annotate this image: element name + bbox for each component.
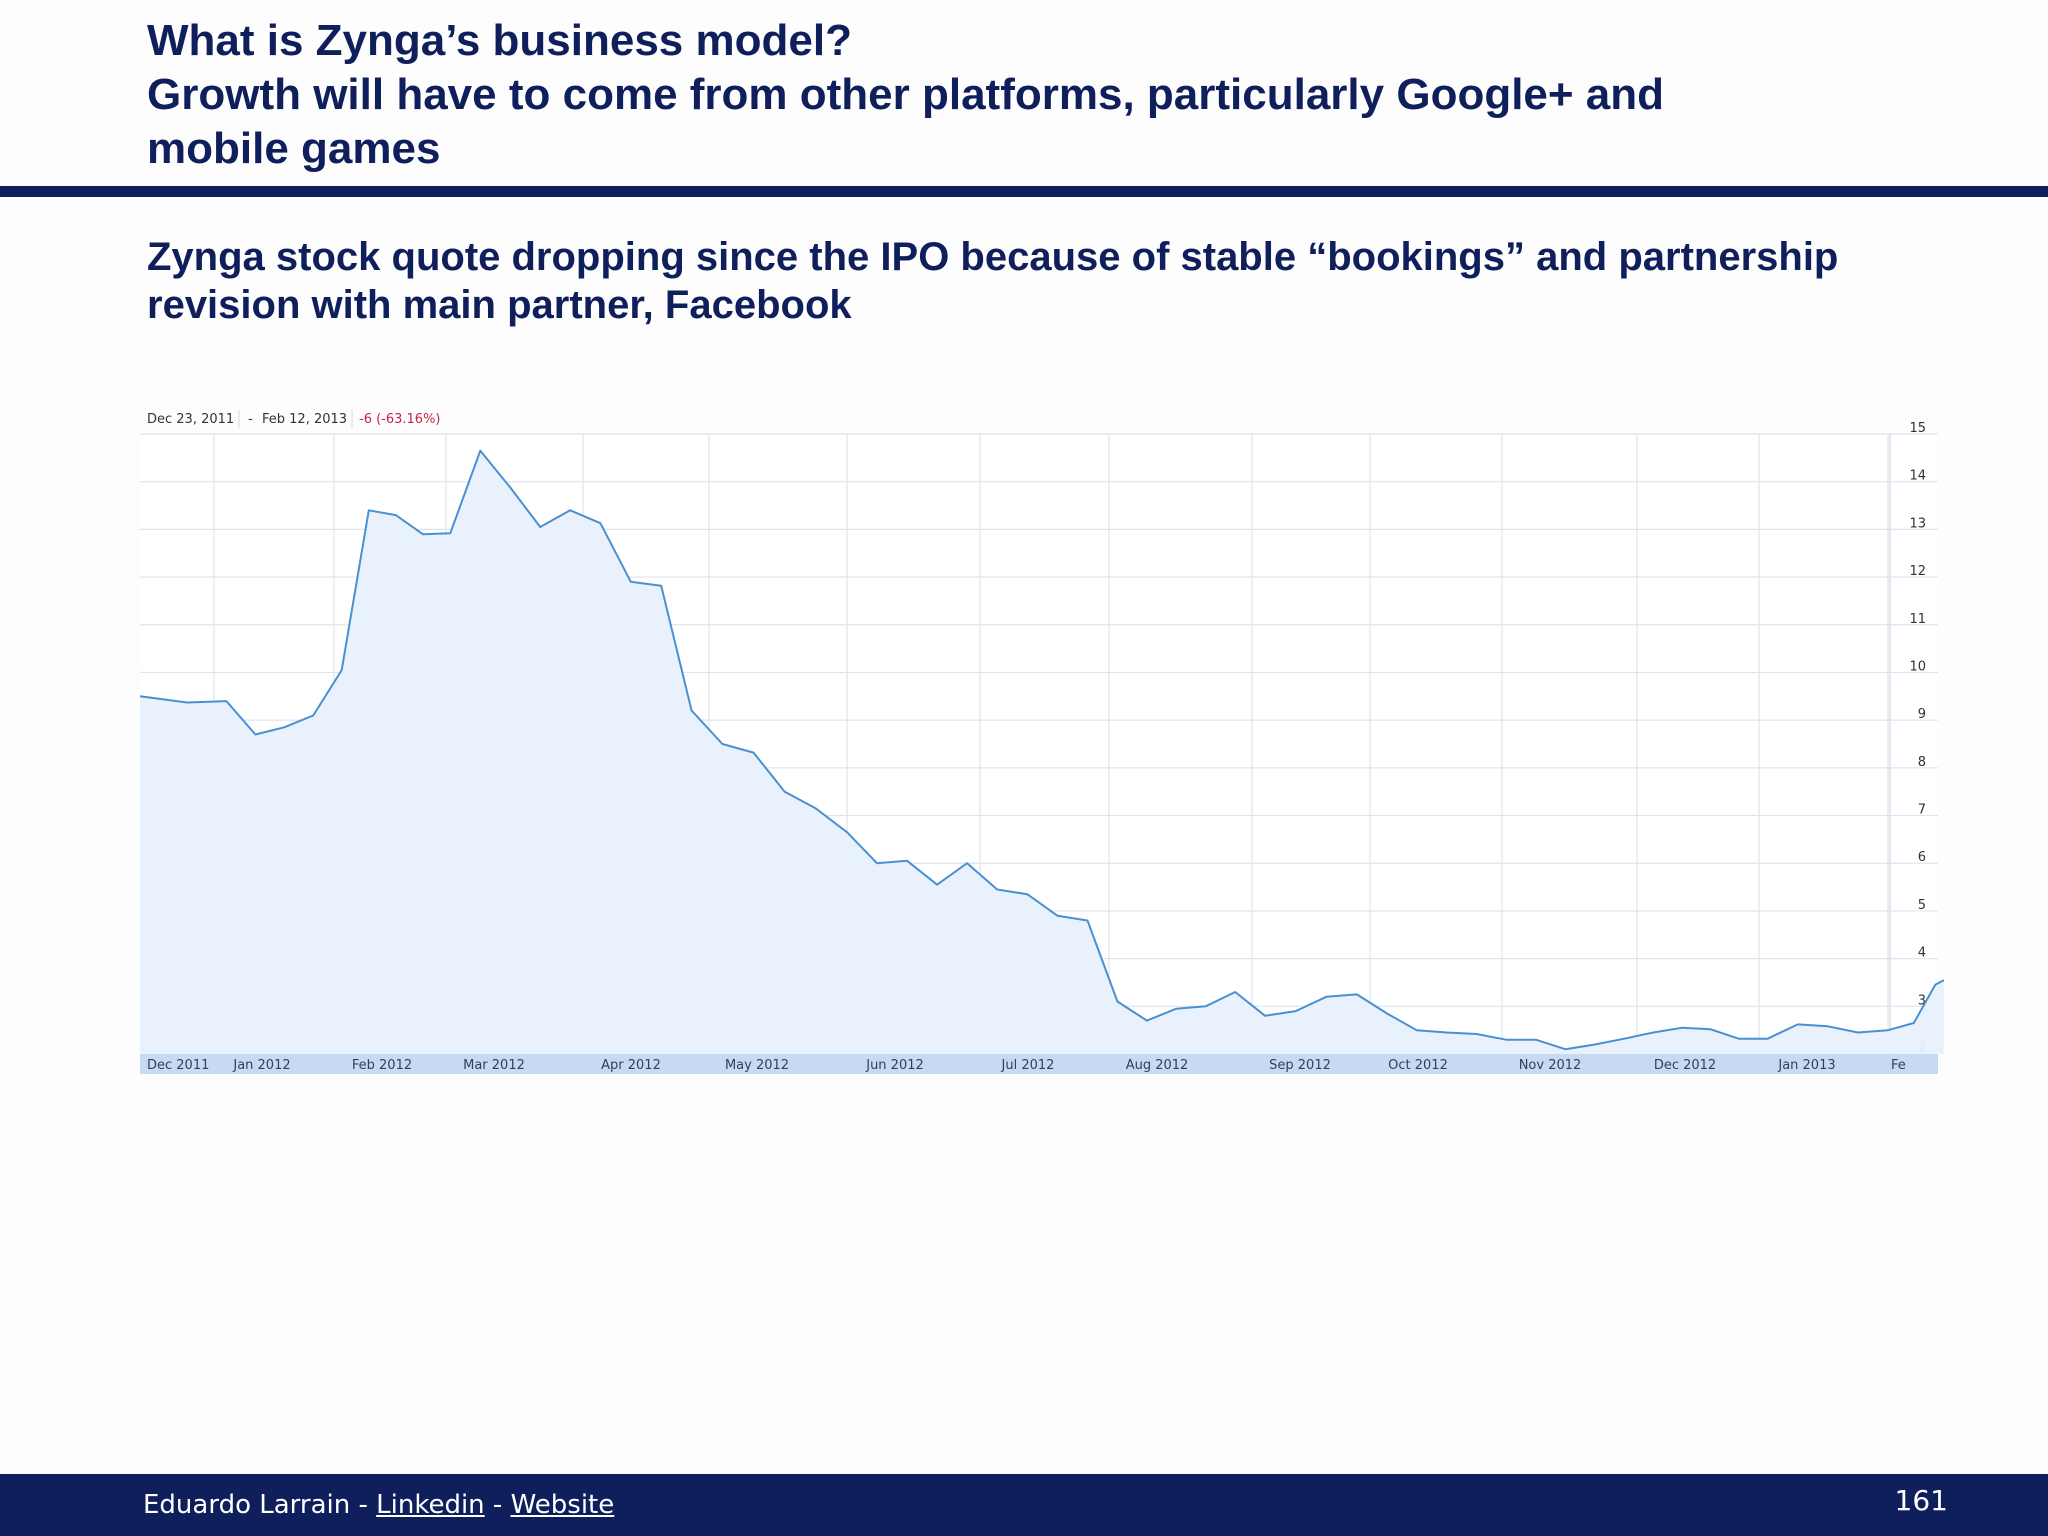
y-tick-label: 10 [1909, 659, 1926, 674]
footer-bar: Eduardo Larrain - Linkedin - Website 161 [0, 1474, 2048, 1536]
price-change-label: -6 (-63.16%) [359, 412, 441, 427]
footer-separator: - [484, 1490, 511, 1520]
x-tick-label: Fe [1891, 1058, 1906, 1073]
y-tick-label: 6 [1918, 850, 1926, 865]
x-axis-band [140, 1054, 1938, 1074]
x-tick-label: Sep 2012 [1269, 1058, 1331, 1073]
x-tick-label: Jan 2013 [1777, 1058, 1835, 1073]
range-end-date: Feb 12, 2013 [262, 412, 347, 427]
price-area [140, 450, 1944, 1054]
price-line [139, 449, 1945, 1051]
range-separator: - [248, 412, 253, 427]
x-tick-label: Oct 2012 [1388, 1058, 1448, 1073]
x-tick-label: Mar 2012 [463, 1058, 525, 1073]
y-tick-label: 12 [1909, 564, 1926, 579]
slide-title: What is Zynga’s business model? Growth w… [147, 14, 1967, 176]
y-tick-label: 14 [1909, 469, 1926, 484]
slide-subtitle: Zynga stock quote dropping since the IPO… [147, 235, 1839, 327]
x-tick-label: Aug 2012 [1126, 1058, 1189, 1073]
y-tick-label: 7 [1918, 803, 1926, 818]
x-tick-label: Nov 2012 [1519, 1058, 1582, 1073]
x-tick-label: Apr 2012 [601, 1058, 661, 1073]
y-tick-label: 11 [1909, 612, 1926, 627]
x-tick-label: Jul 2012 [1001, 1058, 1055, 1073]
website-link[interactable]: Website [510, 1490, 615, 1520]
x-tick-label: Jan 2012 [232, 1058, 290, 1073]
y-tick-label: 8 [1918, 755, 1926, 770]
slide-title-line: Growth will have to come from other plat… [147, 70, 1665, 119]
x-tick-label: Feb 2012 [352, 1058, 412, 1073]
footer-author: Eduardo Larrain - [143, 1490, 377, 1520]
y-tick-label: 5 [1918, 898, 1926, 913]
slide-title-line: What is Zynga’s business model? [147, 16, 852, 65]
page-number: 161 [1894, 1484, 1948, 1517]
slide-title-line: mobile games [147, 124, 441, 173]
y-tick-label: 4 [1918, 946, 1926, 961]
y-tick-label: 9 [1918, 707, 1926, 722]
x-tick-label: Dec 2011 [147, 1058, 209, 1073]
y-tick-label: 15 [1909, 421, 1926, 436]
title-divider [0, 186, 2048, 197]
y-tick-label: 3 [1918, 993, 1926, 1008]
x-tick-label: May 2012 [725, 1058, 789, 1073]
linkedin-link[interactable]: Linkedin [376, 1490, 485, 1520]
x-tick-label: Jun 2012 [865, 1058, 924, 1073]
y-tick-label: 13 [1909, 516, 1926, 531]
x-tick-label: Dec 2012 [1654, 1058, 1716, 1073]
range-start-date: Dec 23, 2011 [147, 412, 234, 427]
footer-credits: Eduardo Larrain - Linkedin - Website [143, 1488, 614, 1522]
